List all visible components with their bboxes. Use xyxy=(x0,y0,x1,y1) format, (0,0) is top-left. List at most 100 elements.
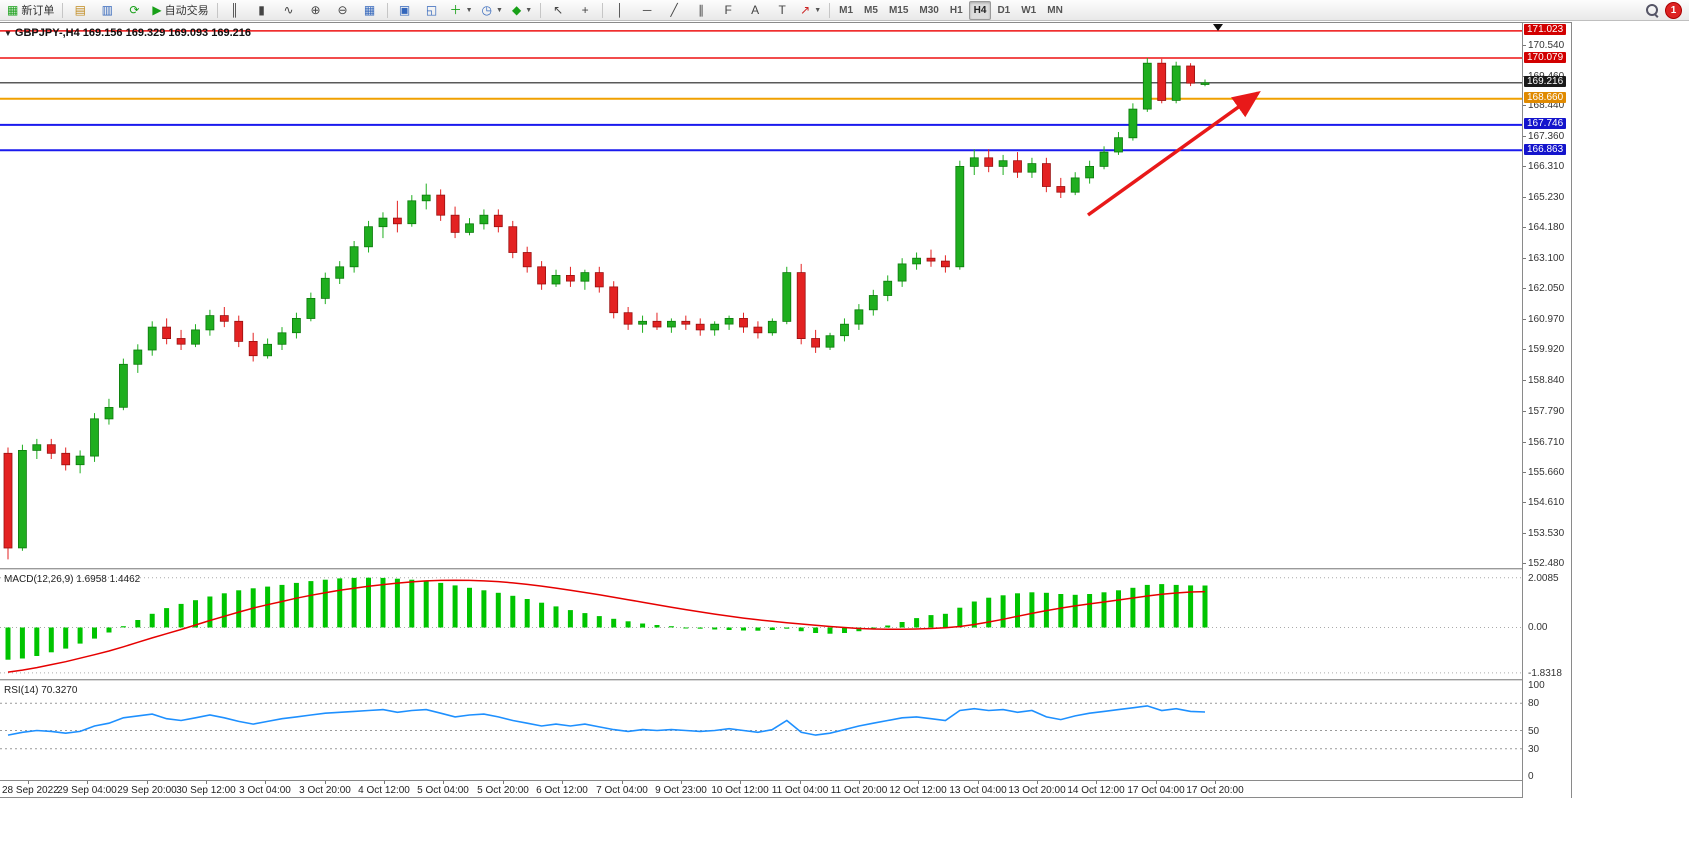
macd-histogram-bar xyxy=(308,581,314,628)
arrows-tool-button[interactable]: ↗ ▼ xyxy=(796,0,825,20)
macd-histogram-bar xyxy=(625,621,631,628)
timeframe-d1[interactable]: D1 xyxy=(997,4,1011,16)
macd-histogram-bar xyxy=(135,620,141,628)
candle-body xyxy=(219,315,229,322)
main-price-chart[interactable] xyxy=(0,23,1522,568)
print-button[interactable]: ▥ xyxy=(94,0,120,20)
macd-histogram-bar xyxy=(366,577,371,628)
price-axis-label: 156.710 xyxy=(1528,437,1565,448)
price-axis-tick xyxy=(1523,105,1526,106)
window-marker-icon: ▼ xyxy=(4,28,12,38)
panel-separator[interactable] xyxy=(0,568,1570,570)
time-axis-label: 13 Oct 04:00 xyxy=(949,785,1007,796)
arrange-windows-button[interactable]: ▣ xyxy=(392,0,418,20)
fibonacci-tool-button[interactable]: F xyxy=(715,0,741,20)
time-axis-tick xyxy=(503,781,504,784)
vertical-line-tool-button[interactable]: │ xyxy=(607,0,633,20)
notification-badge[interactable]: 1 xyxy=(1665,1,1682,19)
macd-histogram-bar xyxy=(813,627,819,633)
time-axis-tick xyxy=(1096,781,1097,784)
text-icon: A xyxy=(751,3,760,17)
candle-body xyxy=(75,455,85,466)
time-axis-tick xyxy=(978,781,979,784)
candle-body xyxy=(90,418,99,457)
panel-separator[interactable] xyxy=(0,679,1570,681)
macd-histogram-bar xyxy=(971,601,977,628)
refresh-button[interactable]: ⟳ xyxy=(121,0,147,20)
candle-body xyxy=(1070,177,1080,193)
macd-histogram-bar xyxy=(870,627,876,629)
timeframe-h1[interactable]: H1 xyxy=(949,4,963,16)
candle-body xyxy=(667,320,676,328)
tile-windows-icon: ▦ xyxy=(363,3,376,17)
chevron-down-icon: ▼ xyxy=(465,6,473,14)
new-order-button[interactable]: ▦ 新订单 xyxy=(3,0,58,20)
timeframe-m5[interactable]: M5 xyxy=(864,4,878,16)
price-axis-label: 155.660 xyxy=(1528,467,1565,478)
price-axis-tick xyxy=(1523,197,1526,198)
macd-scale-label: 0.00 xyxy=(1528,622,1548,633)
timeframe-mn[interactable]: MN xyxy=(1047,4,1063,16)
macd-histogram-bar xyxy=(193,600,198,628)
search-icon[interactable] xyxy=(1646,3,1659,17)
channel-tool-button[interactable]: ∥ xyxy=(688,0,714,20)
line-chart-button[interactable]: ∿ xyxy=(276,0,302,20)
timeframe-m30[interactable]: M30 xyxy=(919,4,939,16)
charts-profile-button[interactable]: ▤ xyxy=(67,0,93,20)
candle-body xyxy=(1186,65,1195,84)
new-order-icon: ▦ xyxy=(7,3,19,17)
candle-body xyxy=(1027,163,1037,173)
candle-body xyxy=(263,343,273,357)
macd-histogram-bar xyxy=(928,615,934,628)
macd-histogram-bar xyxy=(899,622,905,628)
candlestick-chart-button[interactable]: ▮ xyxy=(249,0,275,20)
price-axis-tick xyxy=(1523,533,1526,534)
price-axis[interactable]: 170.540169.460168.440167.360166.310165.2… xyxy=(1522,23,1571,798)
horizontal-line-tool-button[interactable]: ─ xyxy=(634,0,660,20)
time-axis-tick xyxy=(1037,781,1038,784)
candle-body xyxy=(450,214,460,233)
rsi-scale-label: 100 xyxy=(1528,680,1545,691)
macd-histogram-bar xyxy=(1202,585,1208,628)
timeframe-w1[interactable]: W1 xyxy=(1021,4,1037,16)
text-tool-button[interactable]: A xyxy=(742,0,768,20)
time-axis-label: 9 Oct 23:00 xyxy=(655,785,707,796)
timeframe-h4[interactable]: H4 xyxy=(968,0,992,20)
candle-body xyxy=(378,217,388,228)
candle-body xyxy=(306,297,316,319)
zoom-in-button[interactable]: ⊕ xyxy=(303,0,329,20)
zoom-out-button[interactable]: ⊖ xyxy=(330,0,356,20)
rsi-panel[interactable] xyxy=(0,681,1522,779)
autotrade-button[interactable]: ▶ 自动交易 xyxy=(148,0,212,20)
bar-chart-button[interactable]: ║ xyxy=(222,0,248,20)
crosshair-tool-button[interactable]: + xyxy=(572,0,598,20)
indicators-button[interactable]: ◆ ▼ xyxy=(508,0,536,20)
candle-body xyxy=(291,317,301,334)
trend-arrow[interactable] xyxy=(1086,90,1261,217)
text-label-tool-button[interactable]: T xyxy=(769,0,795,20)
candle-body xyxy=(566,274,575,282)
chart-shift-marker[interactable] xyxy=(1213,24,1223,31)
macd-histogram-bar xyxy=(63,627,69,649)
channel-icon: ∥ xyxy=(698,3,705,17)
timeframe-m15[interactable]: M15 xyxy=(888,4,909,16)
timeframe-m1[interactable]: M1 xyxy=(839,4,854,16)
period-button[interactable]: ◷ ▼ xyxy=(478,0,507,20)
new-chart-button[interactable]: ＋ ▼ xyxy=(446,0,477,20)
tile-windows-button[interactable]: ▦ xyxy=(357,0,383,20)
cascade-windows-button[interactable]: ◱ xyxy=(419,0,445,20)
macd-histogram-bar xyxy=(164,608,170,628)
charts-profile-icon: ▤ xyxy=(74,3,87,17)
macd-panel[interactable] xyxy=(0,570,1522,679)
macd-histogram-bar xyxy=(798,627,804,632)
cursor-tool-button[interactable]: ↖ xyxy=(545,0,571,20)
time-axis-tick xyxy=(740,781,741,784)
time-axis-tick xyxy=(1156,781,1157,784)
candle-body xyxy=(133,349,143,365)
time-axis-label: 3 Oct 20:00 xyxy=(299,785,351,796)
candle-body xyxy=(277,332,287,345)
time-axis[interactable]: 28 Sep 2022 29 Sep 04:00 29 Sep 20:00 30 Se… xyxy=(0,780,1570,799)
candle-body xyxy=(969,157,979,167)
macd-histogram-bar xyxy=(842,627,847,633)
trendline-tool-button[interactable]: ╱ xyxy=(661,0,687,20)
